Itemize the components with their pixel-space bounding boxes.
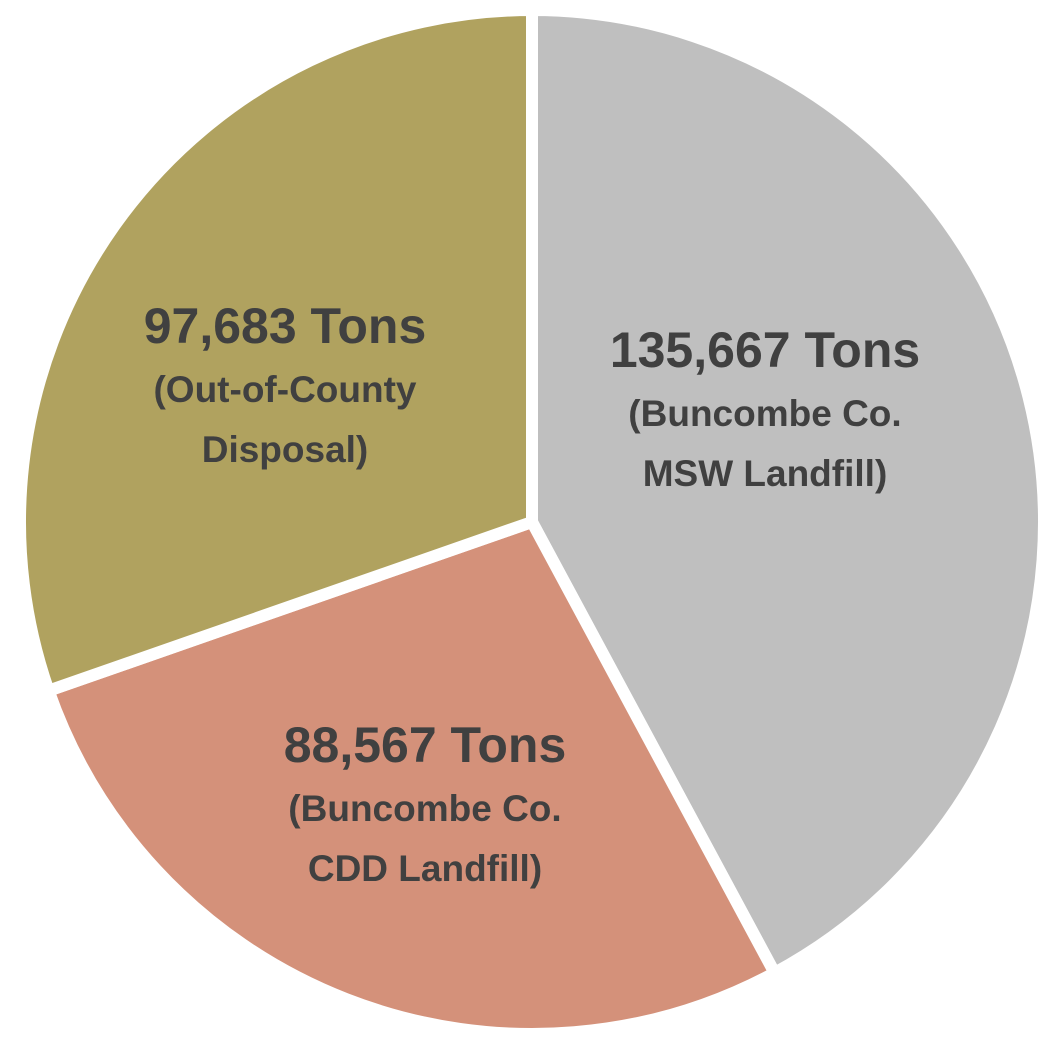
slice-label: (Out-of-County Disposal) xyxy=(153,369,417,470)
data-label: 88,567 Tons xyxy=(283,717,567,773)
slice-label: (Buncombe Co. CDD Landfill) xyxy=(288,788,562,889)
data-label: 135,667 Tons xyxy=(609,322,921,378)
pie-slice xyxy=(526,3,1043,982)
pie-slice xyxy=(14,3,538,699)
pie-slice xyxy=(40,514,783,1040)
slice-label: (Buncombe Co. MSW Landfill) xyxy=(628,393,902,494)
data-label: 97,683 Tons xyxy=(143,298,427,354)
